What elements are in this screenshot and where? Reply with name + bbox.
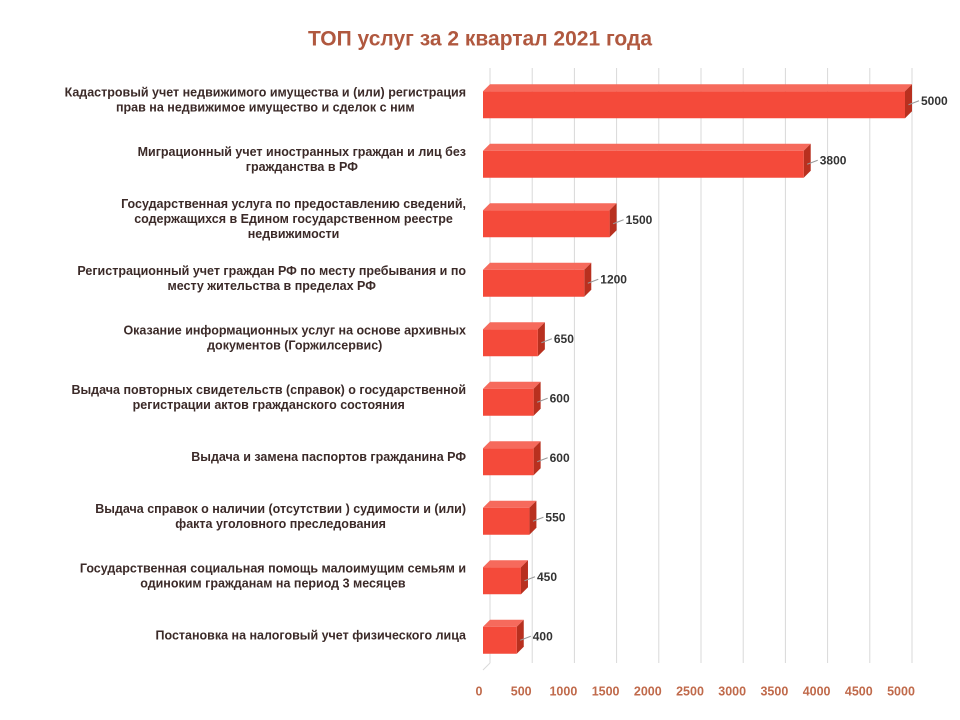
value-label: 3800	[820, 153, 847, 167]
leader-line	[536, 397, 548, 403]
x-tick-label: 4500	[845, 684, 873, 698]
value-label: 450	[537, 570, 557, 584]
y-tick-label: Выдача повторных свидетельств (справок) …	[71, 383, 466, 412]
bar-front	[483, 91, 905, 119]
bar-side	[609, 203, 617, 238]
leader-line	[908, 100, 920, 106]
bar-side	[537, 322, 545, 357]
y-tick-label: Регистрационный учет граждан РФ по месту…	[77, 264, 466, 293]
chart-title: ТОП услуг за 2 квартал 2021 года	[308, 28, 652, 51]
leader-line	[520, 635, 531, 641]
bar	[483, 203, 617, 238]
bar-side	[533, 441, 541, 476]
y-tick-label: Миграционный учет иностранных граждан и …	[138, 145, 466, 174]
bar	[483, 500, 537, 535]
bar	[483, 322, 545, 357]
leader-line	[807, 159, 818, 165]
y-tick-label: Государственная услуга по предоставлению…	[121, 197, 466, 241]
bar	[483, 381, 541, 416]
bar	[483, 619, 524, 654]
leader-line	[524, 576, 536, 582]
bar-top	[483, 143, 811, 151]
bar	[483, 84, 912, 119]
value-label: 600	[550, 391, 570, 405]
x-tick-label: 3000	[718, 684, 746, 698]
leader-line	[532, 516, 544, 522]
bar-front	[483, 329, 538, 357]
bar-front	[483, 507, 530, 535]
bar-top	[483, 84, 912, 92]
x-tick-label: 0	[476, 684, 483, 698]
bar-front	[483, 448, 534, 476]
x-tick-label: 5000	[887, 684, 915, 698]
floor-edge	[482, 662, 491, 671]
bar-top	[483, 381, 541, 389]
bar-top	[483, 262, 592, 270]
bar-front	[483, 626, 517, 654]
value-label: 1500	[626, 213, 653, 227]
x-tick-label: 4000	[803, 684, 831, 698]
y-tick-label: Выдача справок о наличии (отсутствии ) с…	[95, 502, 466, 531]
value-label: 5000	[921, 94, 948, 108]
value-label: 550	[545, 510, 565, 524]
bar-front	[483, 388, 534, 416]
x-tick-label: 1500	[592, 684, 620, 698]
bar-side	[905, 84, 912, 119]
bar-side	[803, 143, 811, 178]
value-label: 600	[550, 451, 570, 465]
bar	[483, 262, 592, 297]
value-label: 400	[533, 629, 553, 643]
value-label: 1200	[600, 272, 627, 286]
bar-top	[483, 500, 537, 508]
bar-side	[516, 619, 524, 654]
y-tick-label: Кадастровый учет недвижимого имущества и…	[65, 86, 466, 115]
bar-front	[483, 210, 610, 238]
bar	[483, 560, 528, 595]
bar-side	[584, 262, 592, 297]
bar-top	[483, 322, 545, 330]
x-tick-label: 1000	[549, 684, 577, 698]
leader-line	[612, 219, 624, 225]
x-tick-label: 3500	[760, 684, 788, 698]
bar-top	[483, 203, 617, 211]
y-tick-label: Оказание информационных услуг на основе …	[123, 324, 466, 353]
value-label: 650	[554, 332, 574, 346]
y-tick-label: Выдача и замена паспортов гражданина РФ	[191, 450, 466, 464]
bar-front	[483, 150, 804, 178]
leader-line	[541, 338, 553, 344]
bar-front	[483, 269, 585, 297]
bar-side	[520, 560, 528, 595]
bar-side	[533, 381, 541, 416]
x-tick-label: 500	[511, 684, 532, 698]
y-tick-label: Постановка на налоговый учет физического…	[155, 629, 467, 643]
bar	[483, 143, 811, 178]
x-tick-label: 2000	[634, 684, 662, 698]
bar-top	[483, 441, 541, 449]
bar-top	[483, 619, 524, 627]
bar	[483, 441, 541, 476]
y-tick-label: Государственная социальная помощь малоим…	[80, 562, 466, 591]
leader-line	[536, 457, 548, 463]
x-tick-label: 2500	[676, 684, 704, 698]
bar-top	[483, 560, 528, 568]
bar-front	[483, 567, 521, 595]
leader-line	[587, 278, 599, 284]
bar-side	[529, 500, 537, 535]
